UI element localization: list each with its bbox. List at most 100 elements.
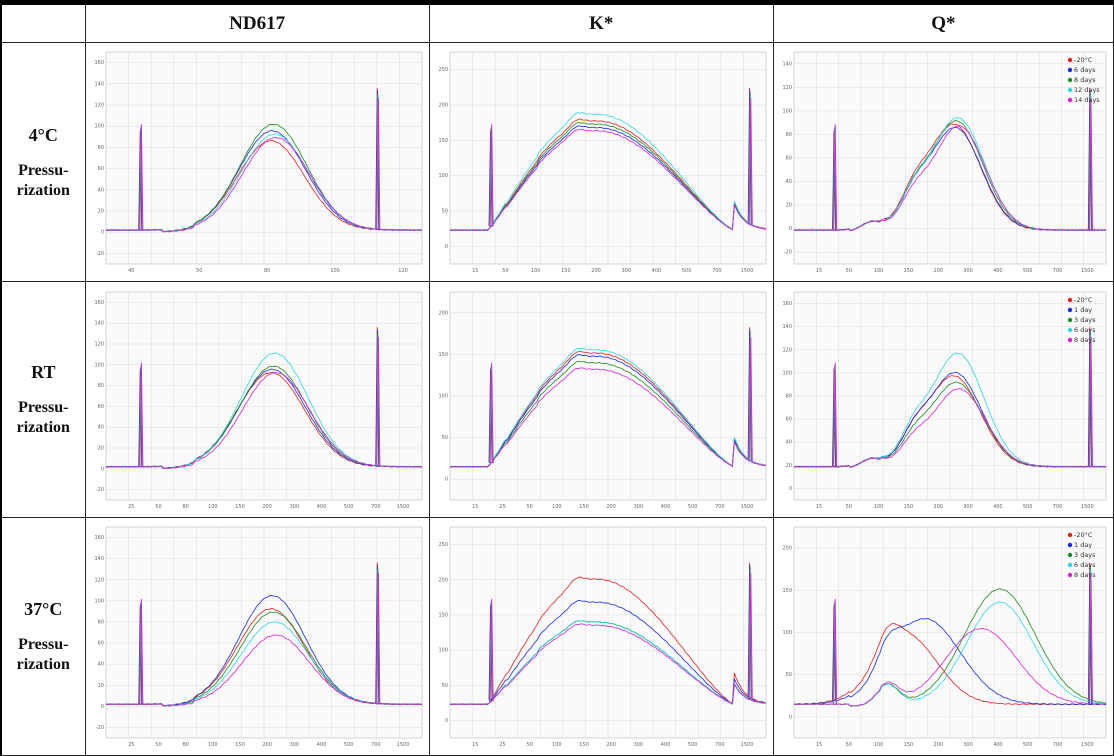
row-temp-label: 4°C bbox=[28, 125, 58, 146]
x-tick-label: 15 bbox=[472, 504, 478, 510]
legend-label: 8 days bbox=[1074, 76, 1096, 84]
series-line bbox=[793, 387, 1106, 468]
y-tick-label: 120 bbox=[782, 85, 792, 91]
x-tick-label: 500 bbox=[1023, 742, 1033, 748]
x-tick-label: 150 bbox=[235, 504, 245, 510]
y-tick-label: 80 bbox=[785, 132, 791, 138]
x-tick-label: 500 bbox=[682, 268, 692, 274]
y-tick-label: 140 bbox=[94, 556, 104, 562]
x-tick-label: 100 bbox=[330, 268, 340, 274]
x-tick-label: 1500 bbox=[396, 504, 409, 510]
y-tick-label: 250 bbox=[438, 67, 448, 73]
x-tick-label: 150 bbox=[579, 742, 589, 748]
y-tick-label: 0 bbox=[100, 466, 103, 472]
header-row: ND617 K* Q* bbox=[0, 1, 1114, 44]
x-tick-label: 150 bbox=[903, 504, 913, 510]
y-tick-label: 80 bbox=[97, 619, 103, 625]
x-tick-label: 50 bbox=[845, 504, 851, 510]
y-tick-label: 20 bbox=[785, 203, 791, 209]
x-tick-label: 300 bbox=[289, 504, 299, 510]
y-tick-label: 120 bbox=[94, 103, 104, 109]
x-tick-label: 700 bbox=[371, 504, 381, 510]
marker-peak bbox=[489, 598, 494, 702]
x-tick-label: 15 bbox=[472, 268, 478, 274]
x-tick-label: 1500 bbox=[740, 504, 753, 510]
y-tick-label: 140 bbox=[94, 320, 104, 326]
legend-swatch bbox=[1067, 562, 1073, 568]
y-tick-label: 20 bbox=[97, 445, 103, 451]
y-tick-label: 100 bbox=[94, 124, 104, 130]
x-tick-label: 200 bbox=[591, 268, 601, 274]
legend-label: 8 days bbox=[1074, 336, 1096, 344]
marker-peak bbox=[748, 572, 753, 700]
x-tick-label: 100 bbox=[531, 268, 541, 274]
column-header-nd617: ND617 bbox=[84, 1, 430, 44]
y-tick-label: 80 bbox=[785, 393, 791, 399]
y-tick-label: 40 bbox=[785, 179, 791, 185]
y-tick-label: 60 bbox=[785, 156, 791, 162]
x-tick-label: 300 bbox=[289, 742, 299, 748]
legend-label: 6 days bbox=[1074, 326, 1096, 334]
legend-swatch bbox=[1067, 337, 1073, 342]
y-tick-label: 0 bbox=[100, 704, 103, 710]
y-tick-label: 200 bbox=[438, 310, 448, 316]
y-tick-label: 100 bbox=[782, 630, 792, 636]
legend-swatch bbox=[1067, 542, 1073, 548]
x-tick-label: 80 bbox=[182, 742, 188, 748]
y-tick-label: 20 bbox=[785, 462, 791, 468]
x-tick-label: 700 bbox=[1053, 504, 1063, 510]
y-tick-label: 100 bbox=[782, 109, 792, 115]
marker-peak bbox=[375, 98, 380, 230]
legend-swatch bbox=[1067, 297, 1073, 302]
x-tick-label: 700 bbox=[715, 504, 725, 510]
legend-label: 8 days bbox=[1074, 571, 1096, 579]
x-tick-label: 200 bbox=[933, 742, 943, 748]
y-tick-label: 50 bbox=[785, 672, 791, 678]
y-tick-label: 160 bbox=[94, 60, 104, 66]
x-tick-label: 50 bbox=[845, 742, 851, 748]
marker-peak bbox=[748, 336, 753, 461]
chart-cell-q-rt: 160 140 120 100 80 60 40 20 0 15 50 100 150 200 300 400… bbox=[772, 281, 1114, 518]
x-tick-label: 100 bbox=[552, 504, 562, 510]
y-tick-label: 0 bbox=[444, 244, 447, 250]
x-tick-label: 150 bbox=[579, 504, 589, 510]
chart-cell-nd617-4c: 160 140 120 100 80 60 40 20 0 -20 40 50 80 100 120 bbox=[84, 42, 430, 283]
y-tick-label: 100 bbox=[782, 370, 792, 376]
x-tick-label: 400 bbox=[993, 504, 1003, 510]
x-tick-label: 300 bbox=[963, 504, 973, 510]
marker-peak bbox=[1088, 572, 1093, 704]
legend-swatch bbox=[1067, 572, 1073, 578]
y-tick-label: 160 bbox=[94, 535, 104, 541]
legend-swatch bbox=[1067, 532, 1073, 538]
y-tick-label: 160 bbox=[94, 299, 104, 305]
series-line bbox=[449, 129, 766, 232]
marker-peak bbox=[489, 124, 494, 227]
legend-swatch bbox=[1067, 78, 1073, 83]
chart-nd617-4c: 160 140 120 100 80 60 40 20 0 -20 40 50 80 100 120 bbox=[94, 52, 422, 274]
x-tick-label: 150 bbox=[903, 268, 913, 274]
x-tick-label: 80 bbox=[182, 504, 188, 510]
y-tick-label: 0 bbox=[789, 714, 792, 720]
x-tick-label: 1500 bbox=[740, 268, 753, 274]
x-tick-label: 100 bbox=[208, 742, 218, 748]
x-tick-label: 25 bbox=[128, 742, 134, 748]
x-tick-label: 400 bbox=[316, 504, 326, 510]
x-tick-label: 15 bbox=[472, 742, 478, 748]
x-tick-label: 150 bbox=[903, 742, 913, 748]
row-label-line1: Pressu- bbox=[18, 635, 69, 653]
row-4c: 4°C Pressu- rization 160 140 120 100 80 60 40 2… bbox=[0, 42, 1114, 283]
y-tick-label: 100 bbox=[94, 598, 104, 604]
legend-swatch bbox=[1067, 98, 1073, 103]
x-tick-label: 400 bbox=[993, 742, 1003, 748]
x-tick-label: 150 bbox=[561, 268, 571, 274]
x-tick-label: 100 bbox=[874, 742, 884, 748]
y-tick-label: 80 bbox=[97, 145, 103, 151]
chart-cell-k-rt: 200 150 100 50 0 15 25 50 100 150 200 300 400 500 700 1… bbox=[428, 281, 774, 518]
x-tick-label: 200 bbox=[606, 504, 616, 510]
column-header-q: Q* bbox=[772, 1, 1114, 44]
x-tick-label: 400 bbox=[316, 742, 326, 748]
